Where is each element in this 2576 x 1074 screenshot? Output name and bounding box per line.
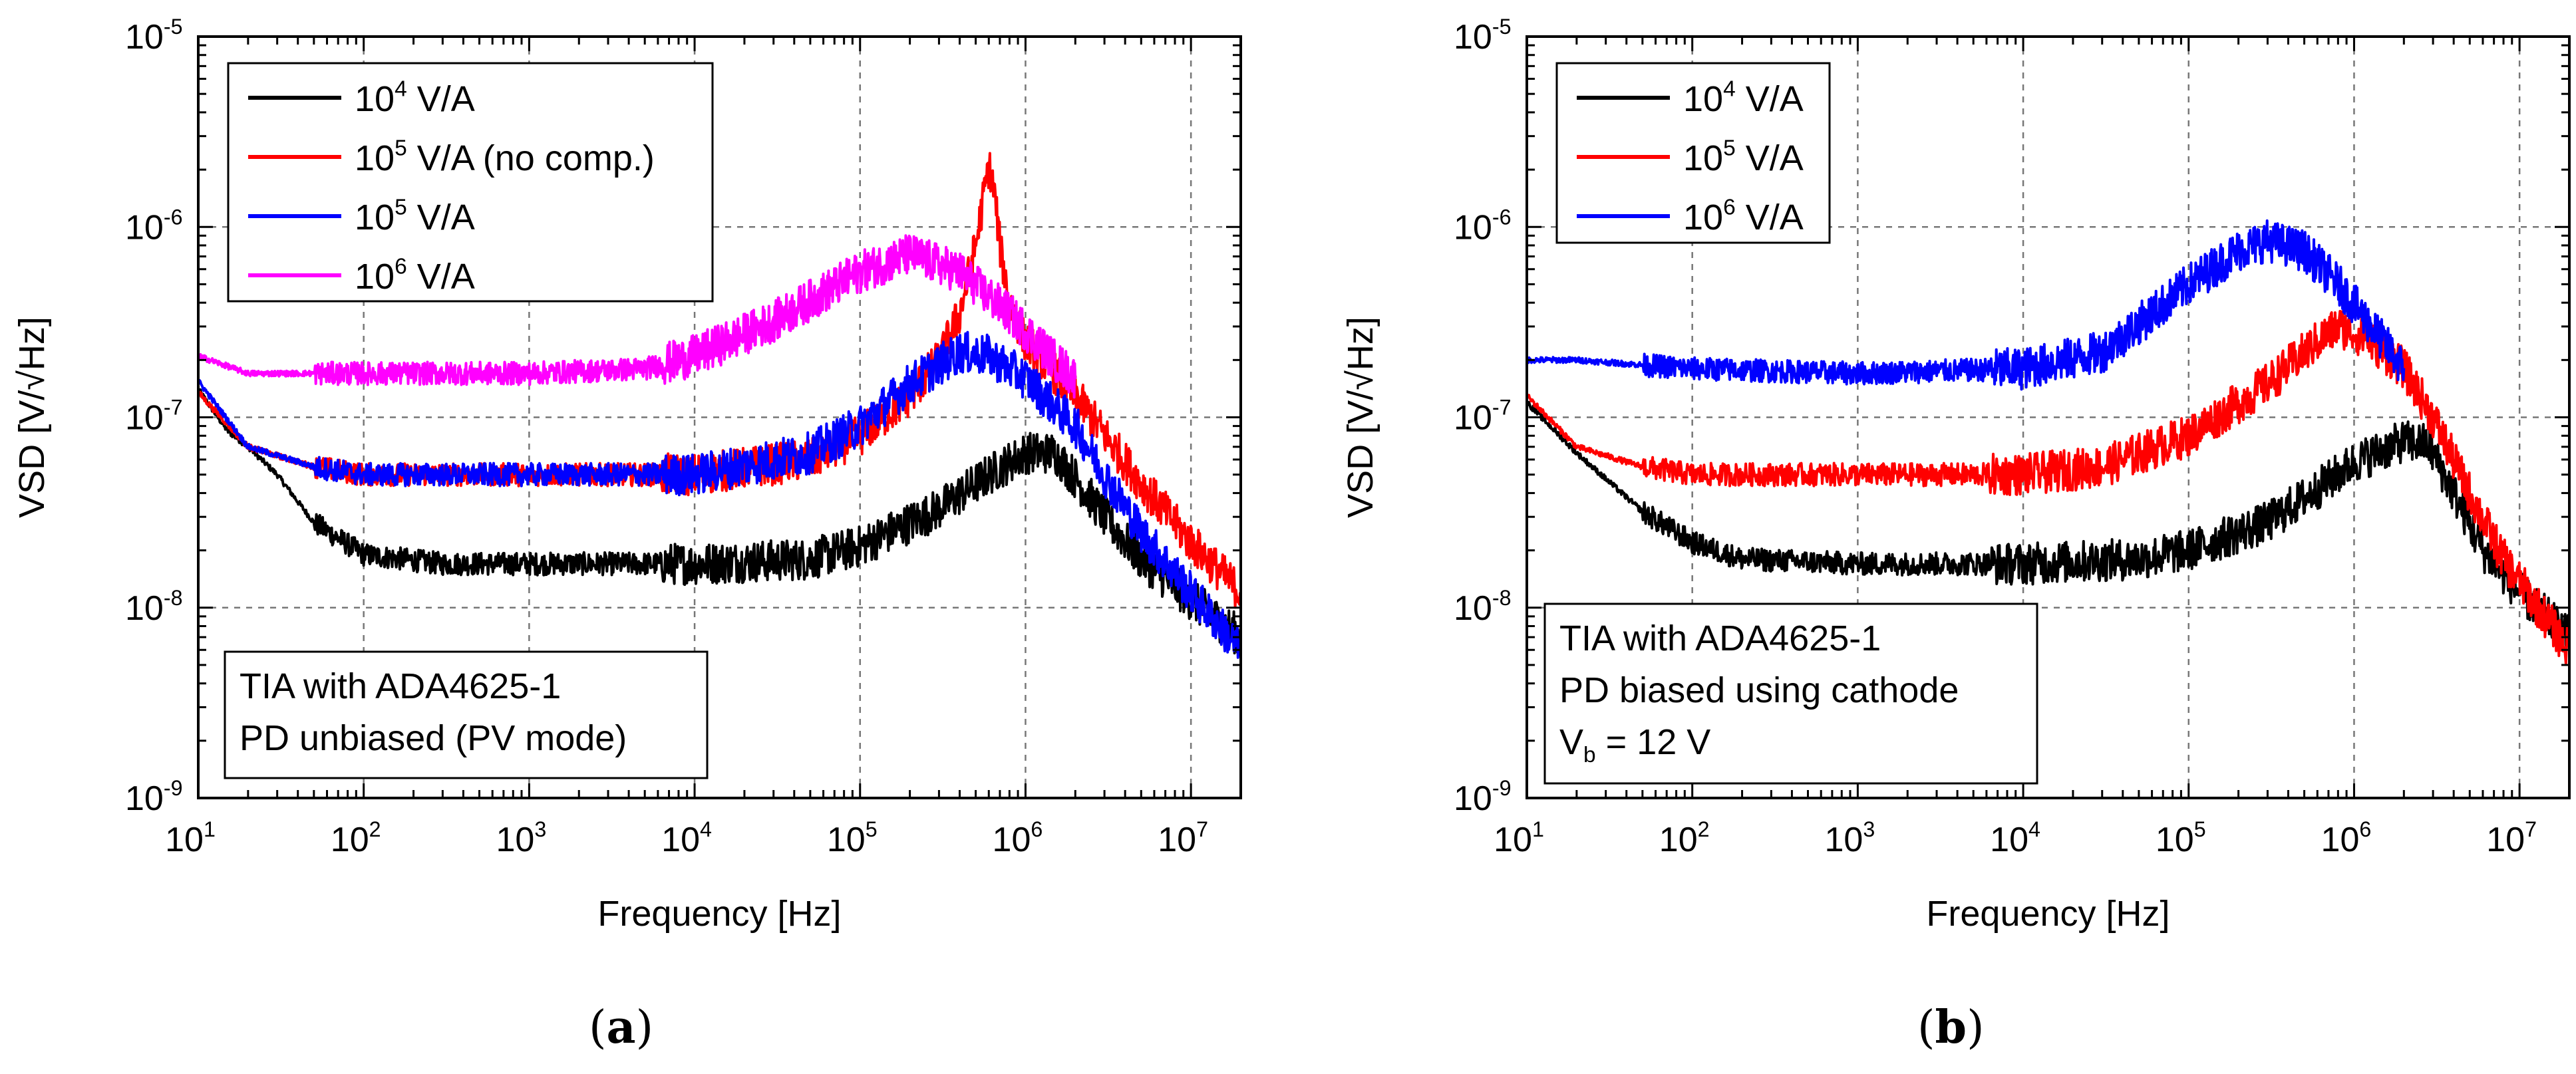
chart-b-legend-label-0: 104 V/A bbox=[1683, 76, 1804, 119]
chart-a-legend-label-2: 105 V/A bbox=[355, 195, 475, 237]
chart-b-x-tick-label: 103 bbox=[1824, 817, 1875, 859]
chart-a-x-tick-label: 102 bbox=[331, 817, 381, 859]
chart-a-y-tick-label: 10-8 bbox=[125, 586, 183, 628]
chart-b-series-line-2 bbox=[1526, 219, 2406, 391]
chart-a-x-tick-label: 104 bbox=[661, 817, 712, 859]
chart-b-x-tick-label: 101 bbox=[1494, 817, 1544, 859]
chart-a-y-tick-label: 10-9 bbox=[125, 776, 183, 818]
chart-b-x-tick-label: 102 bbox=[1659, 817, 1710, 859]
chart-a-series-line-2 bbox=[197, 331, 1242, 659]
chart-a-y-tick-label: 10-6 bbox=[125, 205, 183, 247]
chart-a-x-tick-label: 105 bbox=[827, 817, 878, 859]
chart-b-y-axis-label: VSD [V/√Hz] bbox=[1341, 317, 1380, 518]
chart-b-legend-label-1: 105 V/A bbox=[1683, 136, 1804, 178]
chart-b-legend-box bbox=[1555, 62, 1831, 244]
chart-b-series-line-1 bbox=[1526, 310, 2571, 665]
chart-b-annotation-box bbox=[1543, 603, 2038, 785]
chart-b-y-tick-label: 10-8 bbox=[1454, 586, 1512, 628]
chart-panel-a: 101 102 103 104 105 106 107 10-9 10-8 10-7 10-6 10-… bbox=[12, 15, 1242, 934]
chart-a-y-axis-label: VSD [V/√Hz] bbox=[12, 317, 52, 518]
chart-a-annotation-line-2: PD unbiased (PV mode) bbox=[240, 718, 627, 758]
chart-a-x-tick-label: 107 bbox=[1158, 817, 1208, 859]
chart-a-y-tick-label: 10-7 bbox=[125, 396, 183, 438]
chart-panel-b: 101 102 103 104 105 106 107 10-9 10-8 10-7 10-6 10-… bbox=[1341, 15, 2571, 934]
caption-b: (b) bbox=[1917, 1001, 1985, 1054]
chart-b-x-tick-label: 107 bbox=[2486, 817, 2537, 859]
chart-b-x-tick-label: 105 bbox=[2156, 817, 2206, 859]
chart-a-annotation-line-1: TIA with ADA4625-1 bbox=[240, 666, 561, 706]
chart-b-annotation-line-2: PD biased using cathode bbox=[1559, 670, 1959, 710]
chart-b-y-tick-label: 10-7 bbox=[1454, 396, 1512, 438]
chart-b-legend-label-2: 106 V/A bbox=[1683, 195, 1804, 237]
chart-a-x-tick-label: 103 bbox=[496, 817, 546, 859]
chart-a-legend-box bbox=[227, 62, 714, 303]
chart-b-y-tick-label: 10-9 bbox=[1454, 776, 1512, 818]
chart-b-series-line-0 bbox=[1526, 400, 2571, 651]
caption-b-letter: b bbox=[1935, 1001, 1967, 1054]
chart-a-x-tick-label: 106 bbox=[993, 817, 1043, 859]
chart-b-x-tick-label: 106 bbox=[2321, 817, 2372, 859]
chart-a-y-tick-label: 10-5 bbox=[125, 15, 183, 57]
caption-a: (a) bbox=[589, 1001, 654, 1054]
chart-b-y-tick-label: 10-6 bbox=[1454, 205, 1512, 247]
chart-a-legend-label-0: 104 V/A bbox=[355, 76, 475, 119]
chart-a-series-line-3 bbox=[197, 234, 1077, 399]
chart-b-y-tick-label: 10-5 bbox=[1454, 15, 1512, 57]
chart-b-x-axis-label: Frequency [Hz] bbox=[1926, 894, 2170, 934]
chart-b-x-tick-label: 104 bbox=[1990, 817, 2040, 859]
chart-a-legend-label-3: 106 V/A bbox=[355, 254, 475, 297]
chart-b-annotation-line-1: TIA with ADA4625-1 bbox=[1559, 618, 1881, 658]
chart-a-legend-label-1: 105 V/A (no comp.) bbox=[355, 136, 655, 178]
chart-a-x-axis-label: Frequency [Hz] bbox=[597, 894, 841, 934]
chart-a-x-tick-label: 101 bbox=[165, 817, 216, 859]
chart-b-annotation-line-3: Vb = 12 V bbox=[1559, 722, 1710, 767]
caption-a-letter: a bbox=[606, 1001, 636, 1054]
chart-a-annotation-box bbox=[224, 650, 709, 779]
chart-a-series-line-0 bbox=[197, 388, 1242, 655]
